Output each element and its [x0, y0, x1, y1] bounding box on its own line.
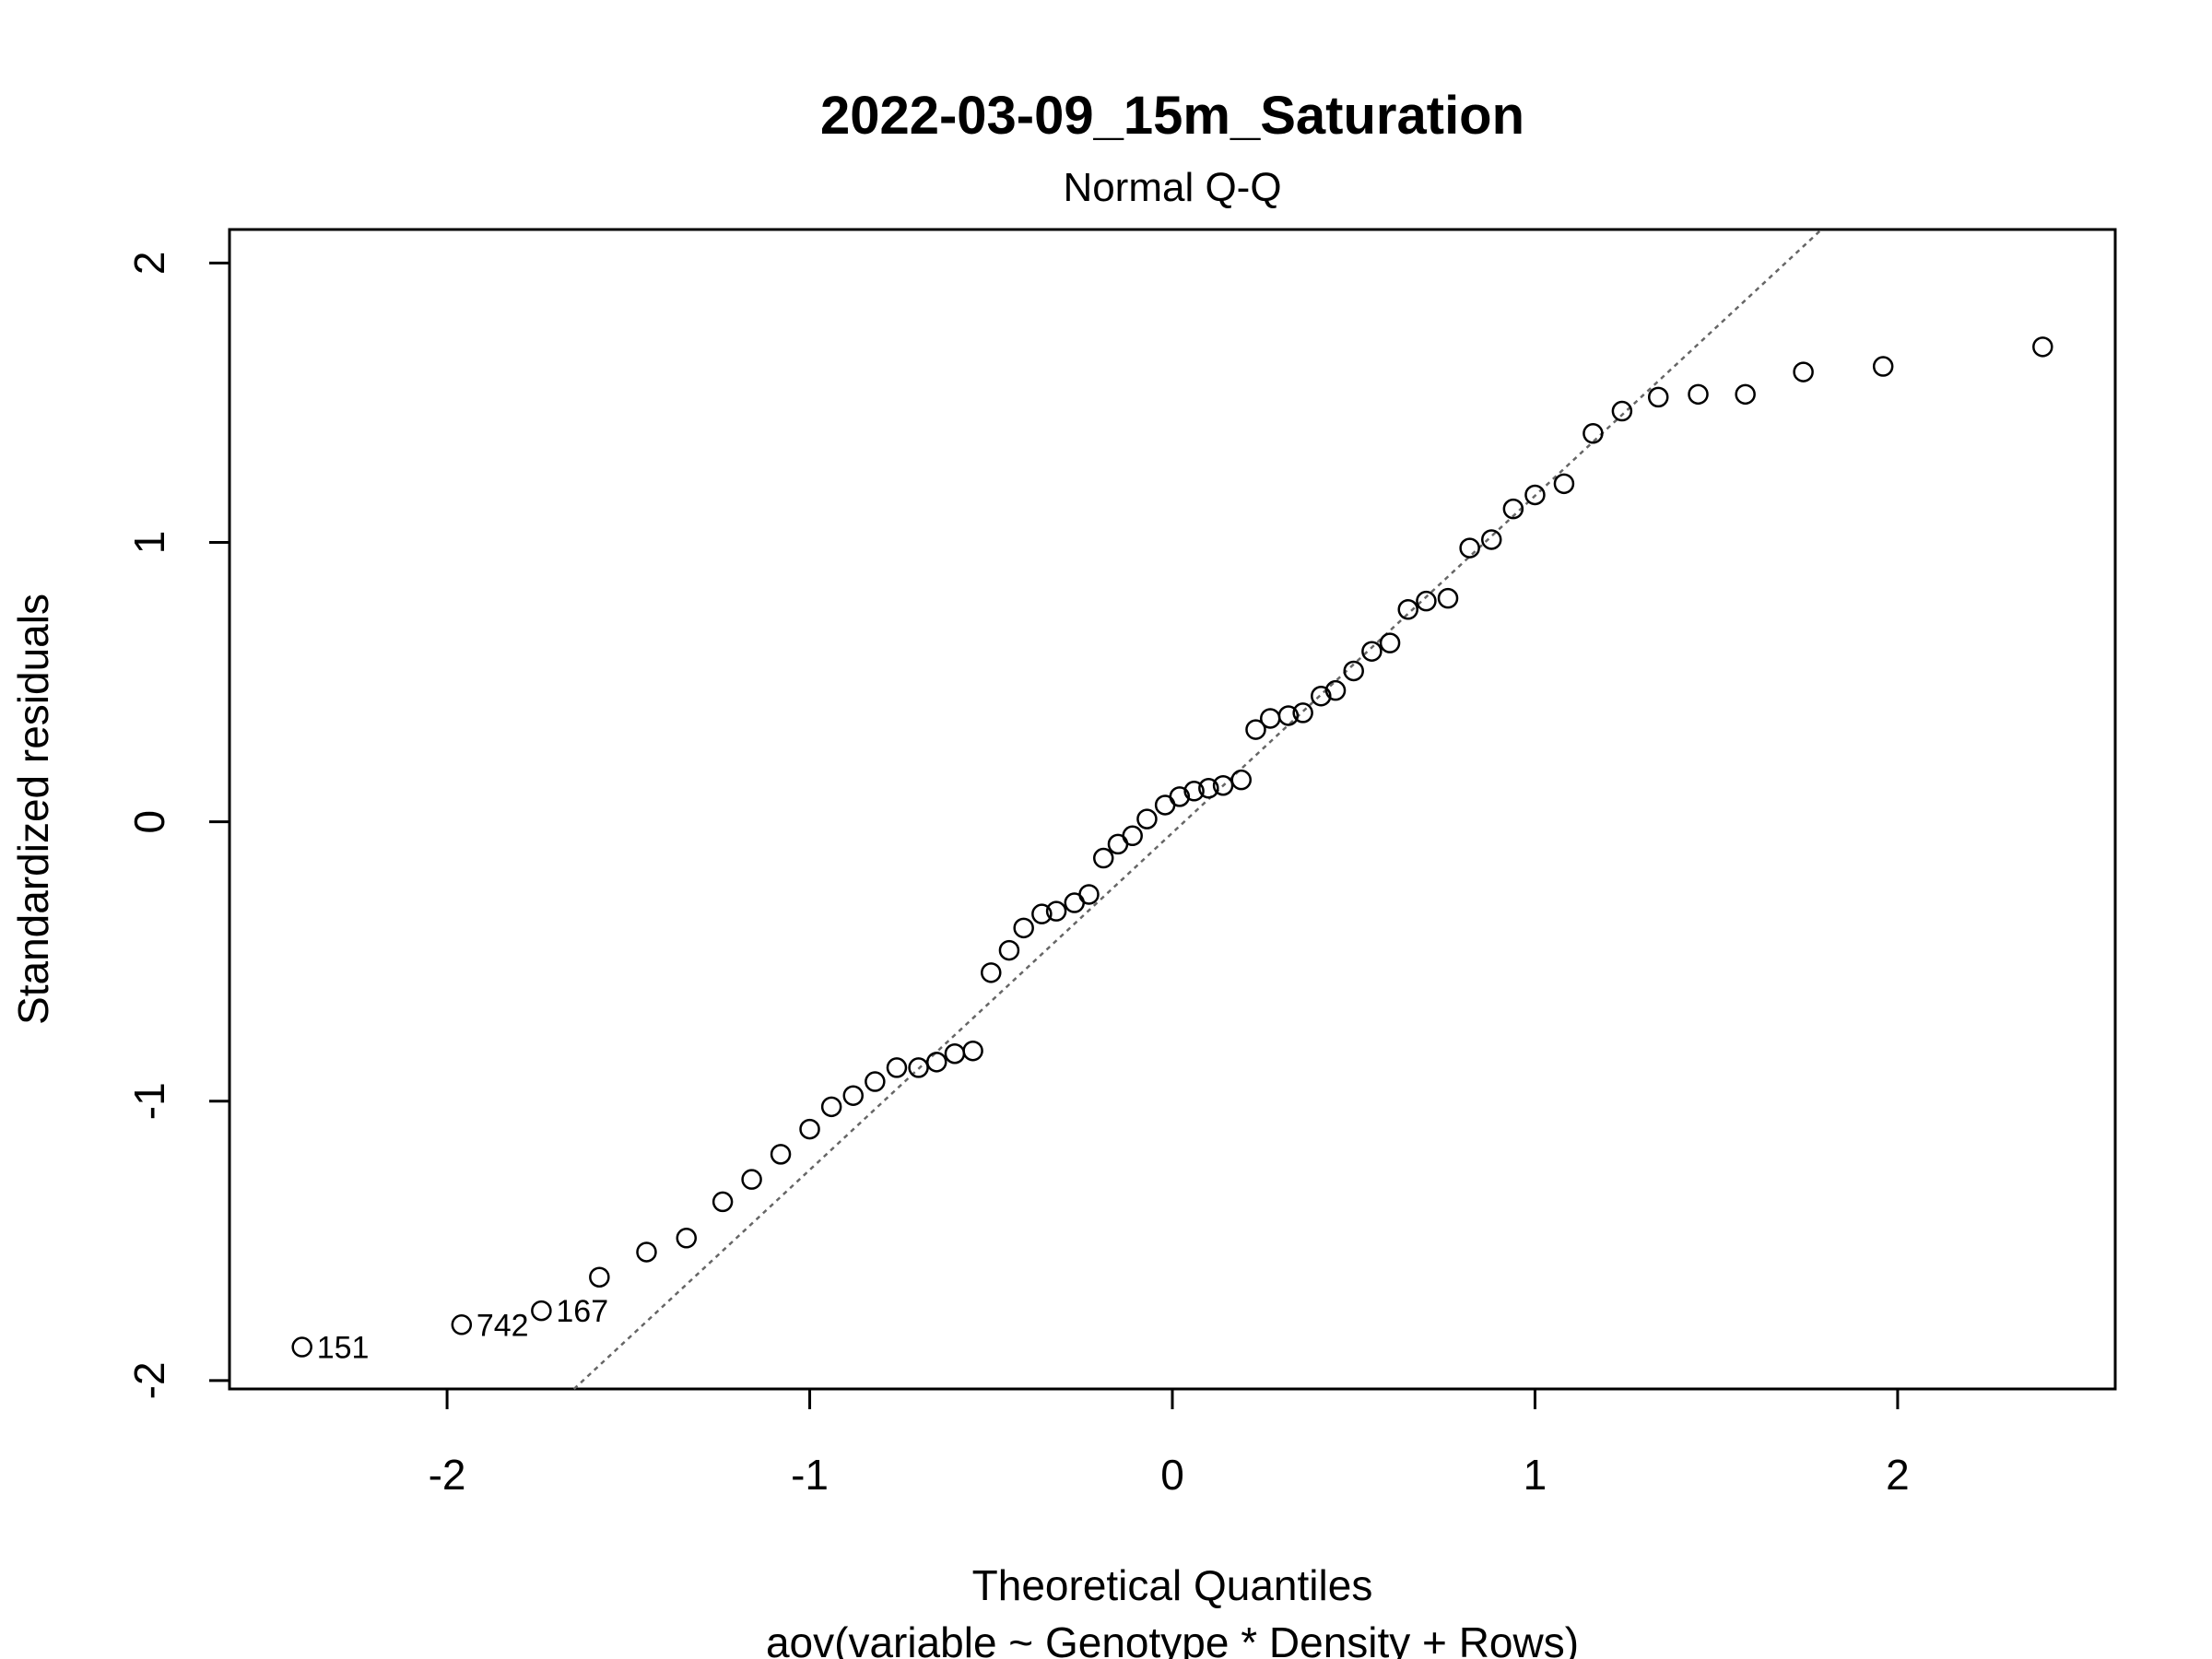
y-tick-label: 2 [125, 252, 173, 276]
data-point [1480, 529, 1502, 550]
x-tick-label: 2 [1886, 1451, 1910, 1499]
data-point [531, 1300, 552, 1322]
data-point [1169, 786, 1191, 807]
data-point [1183, 781, 1205, 802]
data-point [1437, 587, 1459, 609]
data-point [1502, 498, 1524, 520]
x-tick-label: 0 [1160, 1451, 1184, 1499]
data-point [1212, 774, 1234, 796]
data-point [1045, 900, 1067, 922]
data-point [636, 1241, 657, 1263]
data-point [1397, 599, 1418, 620]
y-axis-label: Standardized residuals [9, 594, 57, 1025]
data-point [926, 1052, 947, 1073]
x-axis: -2 -1 0 1 2 [429, 1389, 1910, 1499]
chart-title: 2022-03-09_15m_Saturation [820, 86, 1524, 146]
point-label: 742 [477, 1308, 529, 1343]
x-axis-label: Theoretical Quantiles [972, 1561, 1373, 1609]
data-point [676, 1228, 698, 1249]
data-point [820, 1096, 842, 1118]
data-point [291, 1336, 312, 1358]
data-point [998, 939, 1020, 961]
reference-line-group [572, 229, 1823, 1390]
data-point [770, 1144, 792, 1165]
point-label: 167 [556, 1294, 608, 1329]
data-point [1524, 484, 1546, 506]
data-point [1013, 917, 1034, 939]
y-axis: -2 -1 0 1 2 [125, 252, 229, 1399]
data-point [1793, 361, 1814, 382]
data-point [1198, 778, 1219, 799]
data-point [1292, 702, 1313, 724]
point-label: 151 [317, 1331, 370, 1366]
point-labels: 151 742 167 [317, 1294, 608, 1365]
chart-subtitle: Normal Q-Q [1063, 165, 1281, 210]
data-point [2032, 336, 2053, 358]
data-point [1735, 383, 1756, 406]
x-tick-label: 1 [1524, 1451, 1547, 1499]
x-tick-label: -1 [791, 1451, 829, 1499]
x-tick-label: -2 [429, 1451, 466, 1499]
data-point [1416, 590, 1437, 612]
y-tick-label: 0 [125, 810, 173, 834]
data-point [1583, 423, 1604, 444]
data-point [842, 1085, 865, 1106]
data-point [981, 962, 1002, 983]
data-point [1688, 383, 1709, 406]
qq-reference-line [572, 229, 1823, 1390]
data-point [886, 1057, 908, 1078]
data-point [1361, 641, 1382, 662]
x-axis-sublabel: aov(variable ~ Genotype * Density + Rows… [766, 1618, 1579, 1659]
data-point [1343, 660, 1364, 682]
data-point [1078, 884, 1100, 905]
data-point [962, 1040, 983, 1062]
data-point [741, 1169, 762, 1190]
data-point [1230, 769, 1253, 791]
data-point [1611, 400, 1633, 422]
data-point [712, 1191, 734, 1213]
data-point [1647, 386, 1669, 408]
data-point [1092, 847, 1114, 869]
y-tick-label: -2 [125, 1361, 173, 1399]
data-points [291, 336, 2053, 1358]
data-point [1872, 356, 1894, 377]
data-point [451, 1314, 473, 1335]
data-point [1553, 473, 1575, 495]
data-point [1459, 537, 1480, 559]
data-point [1136, 808, 1158, 830]
data-point [1277, 705, 1300, 726]
data-point [799, 1118, 820, 1140]
data-point [1324, 679, 1347, 701]
data-point [1031, 903, 1053, 924]
y-tick-label: 1 [125, 531, 173, 555]
data-point [944, 1042, 966, 1065]
data-point [1311, 685, 1332, 707]
data-point [1245, 719, 1266, 740]
data-point [1122, 825, 1143, 847]
data-point [865, 1071, 886, 1092]
data-point [1259, 708, 1281, 729]
data-point [1379, 632, 1401, 653]
data-point [589, 1266, 610, 1288]
y-tick-label: -1 [125, 1082, 173, 1120]
data-point [908, 1057, 929, 1078]
